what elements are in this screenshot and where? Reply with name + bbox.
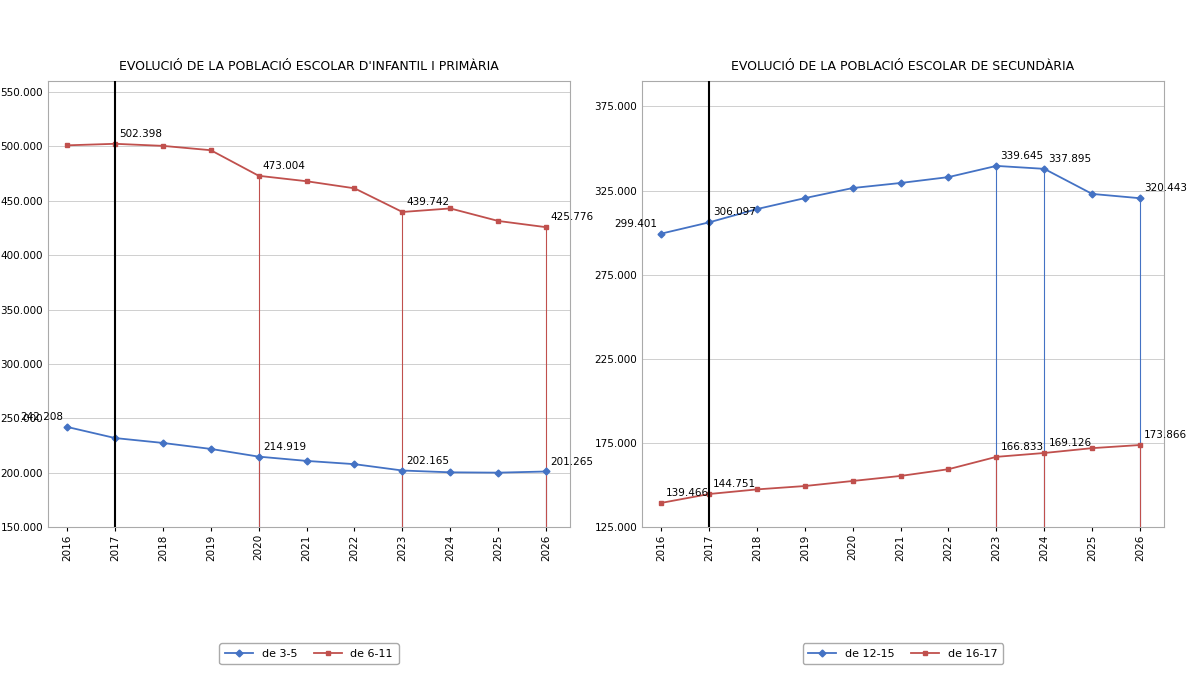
Text: 473.004: 473.004 [263, 161, 306, 171]
de 6-11 [156, 142, 170, 150]
Text: 320.443: 320.443 [1145, 183, 1187, 193]
Text: 166.833: 166.833 [1001, 442, 1044, 452]
de 16-17 [1133, 441, 1147, 449]
de 6-11 [539, 223, 553, 231]
de 16-17 [702, 490, 716, 498]
Legend: de 12-15, de 16-17: de 12-15, de 16-17 [803, 644, 1003, 665]
de 16-17 [1037, 449, 1051, 457]
de 3-5 [108, 434, 122, 442]
de 12-15 [798, 194, 812, 202]
de 16-17 [894, 472, 908, 480]
de 3-5 [539, 467, 553, 475]
de 3-5 [491, 468, 505, 477]
Text: 144.751: 144.751 [713, 479, 756, 489]
Text: 202.165: 202.165 [407, 456, 450, 466]
Text: 169.126: 169.126 [1049, 438, 1092, 448]
Legend: de 3-5, de 6-11: de 3-5, de 6-11 [220, 644, 398, 665]
de 3-5 [156, 439, 170, 447]
Text: 337.895: 337.895 [1049, 154, 1092, 164]
Text: 139.466: 139.466 [665, 488, 708, 498]
de 3-5 [300, 457, 314, 465]
de 16-17 [654, 499, 668, 507]
de 12-15 [750, 205, 764, 213]
Title: EVOLUCIÓ DE LA POBLACIÓ ESCOLAR D'INFANTIL I PRIMÀRIA: EVOLUCIÓ DE LA POBLACIÓ ESCOLAR D'INFANT… [119, 60, 499, 73]
Text: 439.742: 439.742 [407, 197, 450, 207]
Text: 339.645: 339.645 [1001, 151, 1044, 161]
de 6-11 [395, 208, 409, 216]
de 16-17 [941, 465, 955, 473]
de 16-17 [846, 477, 860, 485]
Line: de 3-5: de 3-5 [65, 425, 548, 475]
de 12-15 [654, 230, 668, 238]
de 6-11 [108, 140, 122, 148]
Text: 242.208: 242.208 [20, 412, 62, 422]
de 6-11 [347, 185, 361, 193]
de 12-15 [989, 162, 1003, 170]
de 3-5 [395, 466, 409, 475]
de 6-11 [252, 172, 266, 180]
de 6-11 [60, 141, 74, 149]
de 16-17 [1085, 444, 1099, 452]
Text: 214.919: 214.919 [263, 441, 306, 452]
Text: 425.776: 425.776 [551, 212, 593, 222]
Line: de 6-11: de 6-11 [65, 141, 548, 230]
de 6-11 [443, 204, 457, 212]
de 16-17 [989, 453, 1003, 461]
Line: de 12-15: de 12-15 [659, 164, 1142, 236]
de 3-5 [204, 445, 218, 453]
Text: 502.398: 502.398 [119, 129, 162, 139]
de 16-17 [798, 482, 812, 490]
de 12-15 [846, 184, 860, 192]
de 12-15 [1133, 194, 1147, 202]
Title: EVOLUCIÓ DE LA POBLACIÓ ESCOLAR DE SECUNDÀRIA: EVOLUCIÓ DE LA POBLACIÓ ESCOLAR DE SECUN… [732, 60, 1074, 73]
de 3-5 [252, 452, 266, 460]
de 3-5 [443, 468, 457, 477]
Text: 173.866: 173.866 [1145, 430, 1187, 440]
Line: de 16-17: de 16-17 [659, 443, 1142, 506]
de 12-15 [941, 173, 955, 181]
de 12-15 [1037, 165, 1051, 173]
de 12-15 [1085, 190, 1099, 198]
de 6-11 [204, 146, 218, 154]
de 12-15 [702, 218, 716, 226]
Text: 299.401: 299.401 [614, 219, 656, 228]
de 6-11 [491, 217, 505, 225]
de 12-15 [894, 179, 908, 187]
de 3-5 [60, 423, 74, 431]
de 6-11 [300, 177, 314, 185]
de 16-17 [750, 485, 764, 493]
Text: 306.097: 306.097 [713, 208, 756, 218]
Text: 201.265: 201.265 [551, 456, 593, 466]
de 3-5 [347, 460, 361, 468]
